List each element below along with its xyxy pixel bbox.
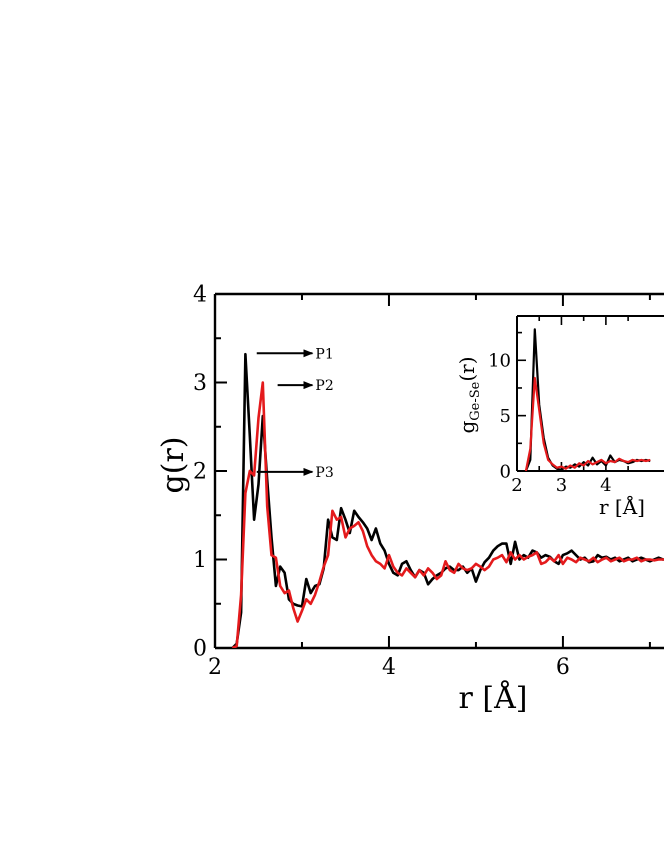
inset-y-axis-label-main: g: [455, 421, 479, 434]
main-x-tick-label: 4: [382, 655, 396, 680]
inset-y-axis-label: gGe-Se(r): [455, 356, 483, 433]
inset-x-axis-label: r [Å]: [599, 494, 645, 519]
inset-series-line-2: [524, 376, 651, 471]
annotation-label: P1: [315, 346, 333, 362]
annotation-label: P3: [315, 465, 333, 481]
main-y-tick-label: 1: [193, 548, 207, 573]
main-y-tick-label: 3: [193, 371, 207, 396]
inset-y-tick-label: 10: [488, 351, 511, 372]
inset-ticks: 2 3 4 0 5 10: [488, 316, 629, 496]
main-x-axis-label: r [Å]: [459, 680, 528, 716]
main-y-axis-label: g(r): [156, 437, 191, 494]
inset-y-tick-label: 5: [500, 406, 511, 427]
inset-series: [524, 328, 651, 471]
inset-x-tick-label: 3: [556, 475, 567, 496]
main-ticks: 2 4 6 0 1 2 3 4: [193, 283, 651, 680]
inset-plot: 2 3 4 0 5 10 r [Å] gGe-Se(r): [455, 315, 664, 519]
main-series: [231, 352, 664, 648]
inset-y-axis-label-tail: (r): [455, 356, 479, 381]
inset-y-axis-label-subscript: Ge-Se: [468, 381, 483, 420]
inset-x-tick-label: 4: [600, 475, 611, 496]
main-y-tick-label: 0: [193, 637, 207, 662]
main-x-tick-label: 6: [556, 655, 570, 680]
main-y-tick-label: 4: [193, 283, 207, 308]
inset-plot-background: [517, 316, 664, 471]
main-y-tick-label: 2: [193, 460, 207, 485]
main-annotations: P1 P2 P3: [256, 346, 334, 481]
main-series-line-2: [231, 381, 664, 648]
inset-y-tick-label: 0: [500, 461, 511, 482]
inset-x-tick-label: 2: [511, 475, 522, 496]
main-x-tick-label: 2: [208, 655, 222, 680]
annotation-label: P2: [315, 378, 333, 394]
